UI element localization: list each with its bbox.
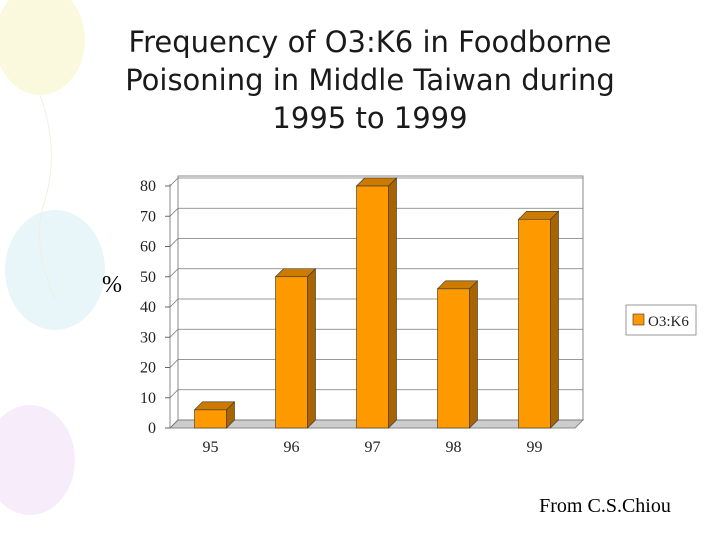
- title-line: Poisoning in Middle Taiwan during: [125, 63, 615, 97]
- background-decoration: [0, 0, 105, 515]
- bar-side: [550, 210, 559, 429]
- x-tick-label: 96: [284, 439, 300, 456]
- title-line: Frequency of O3:K6 in Foodborne: [129, 25, 612, 59]
- bar: [437, 288, 470, 429]
- y-tick-label: 50: [140, 269, 156, 286]
- y-tick-label: 70: [140, 208, 156, 225]
- y-tick-label: 40: [140, 299, 156, 316]
- bar: [518, 218, 551, 429]
- x-tick-label: 95: [203, 439, 219, 456]
- grid-line: [169, 207, 583, 217]
- y-tick-label: 80: [140, 178, 156, 195]
- grid-line: [169, 268, 583, 278]
- y-tick-label: 60: [140, 239, 156, 256]
- title-line: 1995 to 1999: [272, 101, 467, 135]
- y-tick-label: 20: [140, 360, 156, 377]
- bar-side: [469, 280, 478, 429]
- grid-line: [169, 238, 583, 247]
- bar-side: [307, 268, 316, 429]
- legend-label: O3:K6: [648, 314, 689, 330]
- bar: [356, 185, 389, 429]
- y-tick-label: 0: [148, 420, 156, 437]
- x-tick-label: 97: [365, 439, 381, 456]
- x-tick-label: 99: [527, 439, 543, 456]
- plot: 0 10 20 30 40 50 60 70 80 95 96 97 98 99: [140, 175, 585, 456]
- x-tick-label: 98: [446, 439, 462, 456]
- y-tick-label: 30: [140, 329, 156, 346]
- bar-side: [388, 177, 397, 429]
- y-tick-label: 10: [140, 390, 156, 407]
- y-axis-label: %: [102, 272, 122, 298]
- legend: O3:K6: [625, 304, 697, 336]
- grid-line: [169, 177, 583, 187]
- bar: [194, 409, 227, 429]
- source-note: From C.S.Chiou: [539, 495, 671, 517]
- bar: [275, 276, 308, 429]
- legend-swatch: [632, 313, 645, 326]
